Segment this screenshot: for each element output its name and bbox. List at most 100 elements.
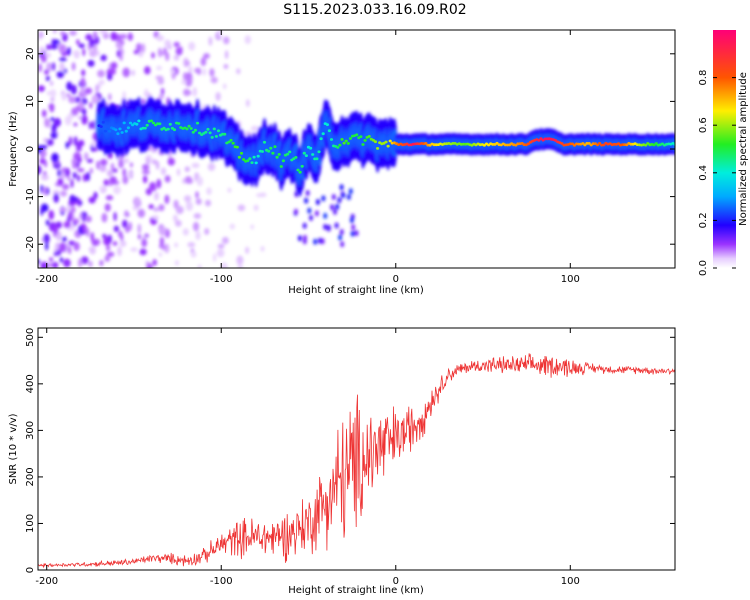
echo-speckle: [323, 212, 328, 219]
echo-speckle: [339, 184, 344, 191]
noise-speckle: [223, 83, 227, 90]
noise-speckle: [158, 204, 165, 212]
noise-speckle: [104, 255, 111, 262]
noise-speckle: [161, 244, 167, 250]
noise-speckle: [156, 65, 163, 71]
ridge-peak: [319, 137, 323, 141]
y-tick-label: 10: [25, 95, 36, 108]
ridge-peak: [135, 122, 139, 126]
noise-speckle: [88, 260, 93, 268]
noise-speckle: [45, 52, 52, 58]
snr-series-line: [38, 353, 675, 569]
noise-speckle: [142, 175, 148, 184]
noise-speckle: [81, 69, 86, 77]
noise-speckle: [71, 107, 79, 116]
ridge-peak: [198, 131, 202, 135]
noise-speckle: [53, 30, 57, 34]
noise-speckle: [91, 239, 99, 247]
ridge-peak: [204, 130, 208, 134]
noise-speckle: [113, 211, 117, 222]
noise-speckle: [142, 164, 150, 171]
ridge-peak: [172, 128, 177, 132]
noise-speckle: [110, 162, 115, 171]
ridge-peak: [388, 139, 392, 143]
noise-speckle: [81, 115, 88, 125]
echo-speckle: [337, 197, 342, 204]
ridge-peak: [256, 154, 260, 158]
noise-speckle: [48, 210, 55, 220]
noise-speckle: [260, 246, 265, 252]
ridge-peak: [267, 149, 271, 153]
echo-speckle: [297, 235, 302, 242]
noise-speckle: [110, 31, 118, 41]
noise-speckle: [89, 167, 93, 174]
noise-speckle: [203, 53, 210, 59]
ridge-peak: [214, 135, 218, 138]
ridge-peak: [304, 154, 308, 158]
echo-speckle: [351, 224, 356, 231]
noise-speckle: [86, 158, 94, 163]
ridge-peak: [229, 138, 233, 142]
ridge-peak: [384, 140, 388, 144]
noise-speckle: [40, 261, 48, 268]
noise-speckle: [86, 171, 90, 182]
noise-speckle: [100, 158, 108, 166]
ridge-peak: [254, 161, 258, 165]
noise-speckle: [184, 166, 190, 172]
ridge-peak: [309, 146, 313, 150]
noise-speckle: [174, 242, 178, 248]
ridge-peak: [216, 129, 221, 133]
noise-speckle: [157, 47, 163, 58]
noise-speckle: [73, 136, 78, 147]
ridge-peak: [118, 127, 122, 131]
noise-speckle: [73, 241, 80, 251]
ridge-peak: [329, 138, 334, 141]
ridge-peak: [346, 142, 350, 145]
noise-speckle: [56, 231, 62, 242]
echo-speckle: [349, 217, 354, 224]
ridge-peak: [120, 131, 124, 134]
echo-speckle: [339, 229, 344, 235]
noise-speckle: [38, 63, 43, 73]
noise-speckle: [95, 51, 100, 56]
noise-speckle: [173, 214, 178, 222]
ridge-peak: [359, 135, 363, 139]
noise-speckle: [175, 47, 183, 56]
noise-speckle: [259, 192, 267, 197]
ridge-peak: [602, 143, 606, 147]
noise-speckle: [58, 44, 67, 54]
ridge-peak: [116, 132, 120, 136]
echo-speckle: [331, 194, 336, 200]
echo-speckle: [326, 225, 331, 232]
ridge-peak: [108, 129, 112, 133]
noise-speckle: [41, 109, 47, 118]
noise-speckle: [124, 210, 129, 217]
echo-speckle: [335, 203, 340, 210]
noise-speckle: [156, 35, 164, 42]
noise-speckle: [59, 62, 65, 72]
noise-speckle: [50, 117, 55, 122]
ridge-peak: [177, 122, 181, 125]
noise-speckle: [174, 220, 182, 227]
ridge-peak: [279, 165, 283, 168]
noise-speckle: [66, 204, 71, 214]
noise-speckle: [98, 79, 105, 85]
ridge-peak: [242, 158, 246, 161]
noise-speckle: [185, 78, 193, 87]
noise-speckle: [229, 223, 235, 230]
noise-speckle: [237, 204, 246, 212]
noise-speckle: [66, 47, 71, 56]
noise-speckle: [197, 264, 202, 268]
x-tick-label: 100: [561, 274, 580, 285]
echo-speckle: [304, 197, 309, 204]
ridge-peak: [286, 152, 290, 156]
noise-speckle: [137, 233, 141, 240]
echo-speckle: [320, 238, 325, 245]
noise-speckle: [151, 52, 155, 59]
ridge-peak: [237, 155, 241, 159]
noise-speckle: [145, 188, 153, 196]
noise-speckle: [208, 36, 213, 46]
noise-speckle: [156, 160, 160, 170]
ridge-peak: [235, 145, 239, 149]
